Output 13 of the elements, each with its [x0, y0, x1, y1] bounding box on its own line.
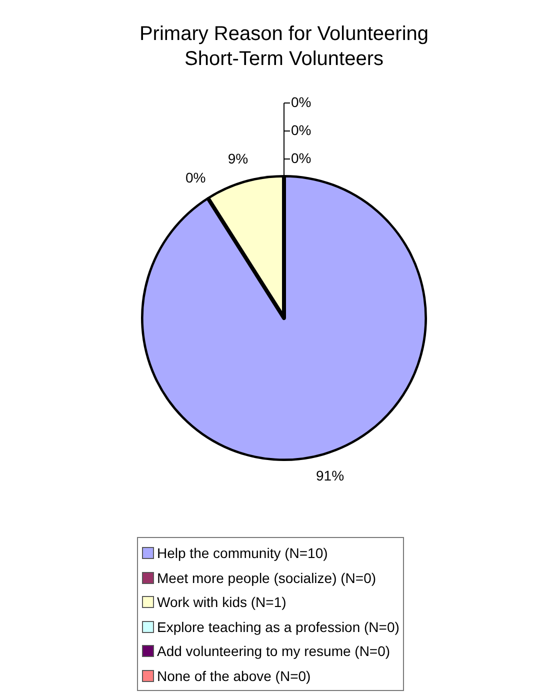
legend-label: Help the community (N=10) — [157, 545, 328, 562]
legend-label: None of the above (N=0) — [157, 668, 311, 684]
data-label: 91% — [316, 467, 344, 484]
legend-label: Meet more people (socialize) (N=0) — [157, 570, 376, 586]
legend-label: Add volunteering to my resume (N=0) — [157, 643, 390, 660]
legend-label: Work with kids (N=1) — [157, 594, 286, 610]
legend-label: Explore teaching as a profession (N=0) — [157, 618, 400, 635]
chart-title: Primary Reason for Volunteering Short-Term Volunteers — [138, 22, 430, 72]
text: 0% — [185, 170, 206, 186]
data-label: 9% — [228, 150, 248, 166]
text: 0% — [291, 94, 312, 110]
text: 0% — [291, 122, 312, 138]
text: 0% — [291, 150, 312, 166]
